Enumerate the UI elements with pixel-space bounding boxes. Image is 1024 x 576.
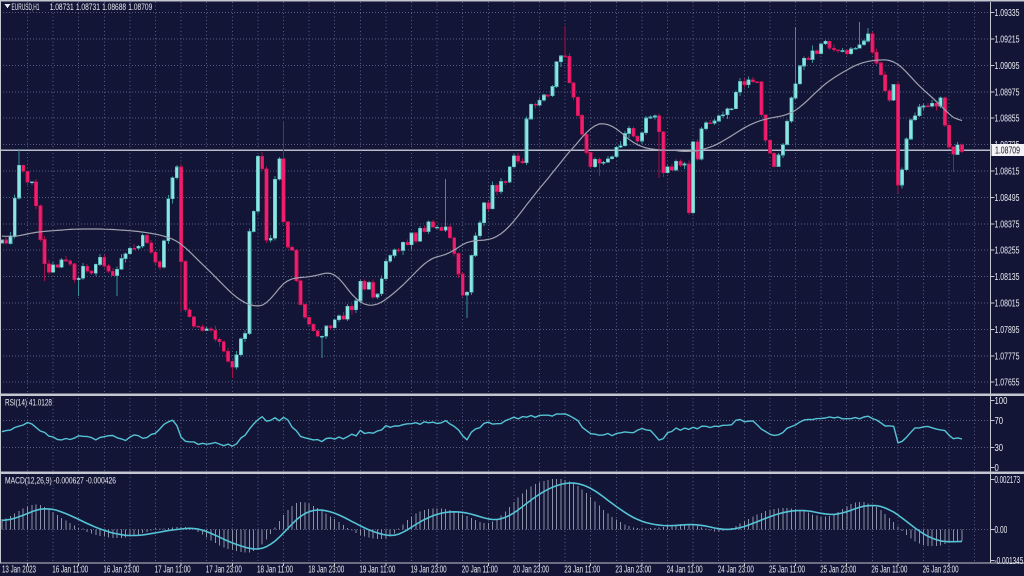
- svg-text:24 Jan 11:00: 24 Jan 11:00: [667, 565, 703, 576]
- svg-text:18 Jan 11:00: 18 Jan 11:00: [257, 565, 293, 576]
- svg-text:1.08709: 1.08709: [995, 146, 1020, 157]
- svg-text:1.08731: 1.08731: [76, 2, 100, 12]
- svg-text:1.08015: 1.08015: [995, 299, 1020, 310]
- svg-text:1.08495: 1.08495: [995, 193, 1020, 204]
- svg-text:RSI(14) 41.0128: RSI(14) 41.0128: [5, 398, 52, 409]
- svg-text:-0.001345: -0.001345: [995, 556, 1024, 567]
- svg-text:20 Jan 11:00: 20 Jan 11:00: [462, 565, 498, 576]
- svg-text:0: 0: [995, 463, 1000, 474]
- svg-text:1.07775: 1.07775: [995, 351, 1020, 362]
- svg-text:30: 30: [995, 443, 1004, 454]
- svg-text:17 Jan 11:00: 17 Jan 11:00: [155, 565, 191, 576]
- svg-text:1.08255: 1.08255: [995, 246, 1020, 257]
- svg-text:19 Jan 11:00: 19 Jan 11:00: [359, 565, 395, 576]
- svg-text:0.002173: 0.002173: [995, 475, 1021, 486]
- svg-text:1.08375: 1.08375: [995, 219, 1020, 230]
- svg-text:1.08615: 1.08615: [995, 167, 1020, 178]
- svg-text:25 Jan 11:00: 25 Jan 11:00: [769, 565, 805, 576]
- svg-text:1.08731: 1.08731: [50, 2, 74, 12]
- svg-text:13 Jan 2023: 13 Jan 2023: [2, 565, 36, 576]
- svg-text:26 Jan 23:00: 26 Jan 23:00: [923, 565, 959, 576]
- svg-text:100: 100: [995, 396, 1008, 407]
- svg-text:23 Jan 11:00: 23 Jan 11:00: [564, 565, 600, 576]
- svg-text:1.09215: 1.09215: [995, 35, 1020, 46]
- svg-text:17 Jan 23:00: 17 Jan 23:00: [206, 565, 242, 576]
- svg-text:1.09335: 1.09335: [995, 8, 1020, 19]
- svg-text:25 Jan 23:00: 25 Jan 23:00: [820, 565, 856, 576]
- svg-text:0.00: 0.00: [995, 525, 1008, 536]
- svg-text:19 Jan 23:00: 19 Jan 23:00: [411, 565, 447, 576]
- svg-text:16 Jan 11:00: 16 Jan 11:00: [52, 565, 88, 576]
- svg-text:18 Jan 23:00: 18 Jan 23:00: [308, 565, 344, 576]
- svg-text:1.08688: 1.08688: [102, 2, 126, 12]
- svg-text:1.08709: 1.08709: [128, 2, 152, 12]
- svg-text:1.08855: 1.08855: [995, 114, 1020, 125]
- svg-text:23 Jan 23:00: 23 Jan 23:00: [615, 565, 651, 576]
- svg-text:EURUSD,H1: EURUSD,H1: [12, 2, 40, 12]
- svg-text:1.08135: 1.08135: [995, 272, 1020, 283]
- svg-text:20 Jan 23:00: 20 Jan 23:00: [513, 565, 549, 576]
- svg-text:MACD(12,26,9) -0.000627 -0.000: MACD(12,26,9) -0.000627 -0.000426: [5, 476, 116, 487]
- svg-text:1.07655: 1.07655: [995, 378, 1020, 389]
- svg-text:26 Jan 11:00: 26 Jan 11:00: [871, 565, 907, 576]
- svg-text:1.09095: 1.09095: [995, 61, 1020, 72]
- svg-text:1.08975: 1.08975: [995, 87, 1020, 98]
- svg-text:70: 70: [995, 416, 1004, 427]
- svg-text:1.07895: 1.07895: [995, 325, 1020, 336]
- svg-text:24 Jan 23:00: 24 Jan 23:00: [718, 565, 754, 576]
- svg-text:16 Jan 23:00: 16 Jan 23:00: [103, 565, 139, 576]
